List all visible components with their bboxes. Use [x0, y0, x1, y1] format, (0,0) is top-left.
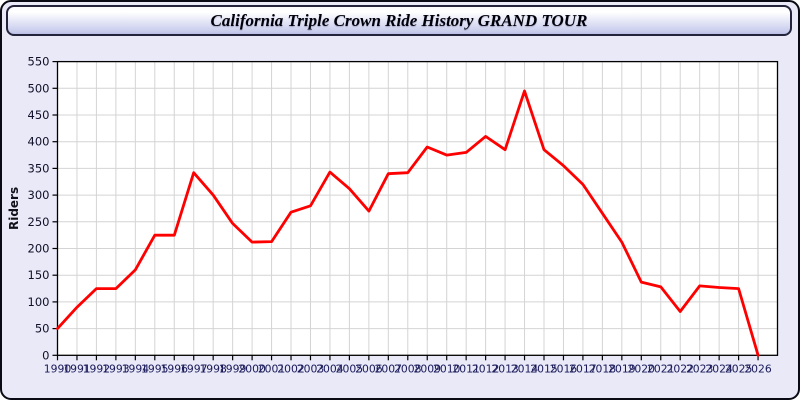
x-tick-label: 2009 [413, 362, 441, 375]
x-tick-label: 2025 [725, 362, 752, 375]
ride-history-line [56, 89, 760, 357]
page-title: California Triple Crown Ride History GRA… [210, 10, 588, 30]
x-tick-label: 2005 [336, 362, 363, 375]
x-tick-label: 2010 [433, 362, 461, 375]
x-tick-label: 2011 [452, 362, 479, 375]
chart-region: 0 50 100 150 200 250 300 350 400 450 500 550 1990 199… [2, 34, 798, 396]
y-tick-label: 450 [28, 108, 50, 122]
x-tick-label: 1999 [219, 362, 247, 375]
x-tick-label: 2001 [258, 362, 285, 375]
x-tick-label: 2017 [569, 362, 596, 375]
x-tick-label: 1998 [199, 362, 227, 375]
x-tick-label: 2014 [511, 362, 539, 375]
x-tick-label: 1996 [161, 362, 189, 375]
x-tick-label: 2018 [589, 362, 617, 375]
x-tick-label: 2024 [705, 362, 733, 375]
x-tick-label: 2003 [297, 362, 324, 375]
x-tick-label: 2015 [530, 362, 557, 375]
x-tick-label: 2000 [238, 362, 266, 375]
y-tick-label: 300 [28, 188, 50, 202]
x-tick-label: 1993 [102, 362, 129, 375]
y-tick-label: 500 [28, 81, 50, 95]
x-tick-label: 2012 [472, 362, 499, 375]
x-tick-label: 2008 [394, 362, 422, 375]
x-tick-label: 1991 [63, 362, 90, 375]
x-tick-label: 2026 [744, 362, 772, 375]
ride-history-chart: 0501001502002503003504004505005501990199… [7, 55, 779, 375]
y-tick-label: 250 [28, 215, 50, 229]
plot-border [56, 60, 779, 356]
x-tick-label: 2023 [686, 362, 713, 375]
x-tick-label: 1990 [44, 362, 72, 375]
x-tick-label: 2020 [628, 362, 656, 375]
title-bar: California Triple Crown Ride History GRA… [6, 5, 792, 36]
y-tick-label: 150 [28, 268, 50, 282]
x-tick-label: 2006 [355, 362, 383, 375]
x-tick-label: 1995 [141, 362, 168, 375]
x-tick-label: 2022 [666, 362, 693, 375]
x-tick-label: 2002 [277, 362, 304, 375]
y-tick-label: 200 [28, 242, 50, 256]
y-tick-label: 350 [28, 161, 50, 175]
y-axis-title: Riders [7, 187, 21, 230]
y-tick-label: 100 [28, 295, 50, 309]
x-tick-label: 2004 [316, 362, 344, 375]
x-tick-label: 2007 [375, 362, 402, 375]
y-tick-label: 0 [42, 348, 49, 362]
y-tick-label: 400 [28, 135, 50, 149]
x-tick-label: 2021 [647, 362, 674, 375]
x-tick-label: 1992 [83, 362, 110, 375]
x-tick-label: 1997 [180, 362, 207, 375]
x-tick-label: 2019 [608, 362, 636, 375]
x-tick-label: 1994 [122, 362, 150, 375]
plot-background [57, 61, 778, 356]
y-tick-label: 550 [28, 55, 50, 69]
y-tick-label: 50 [35, 322, 50, 336]
x-tick-label: 2016 [550, 362, 578, 375]
x-tick-label: 2013 [491, 362, 518, 375]
